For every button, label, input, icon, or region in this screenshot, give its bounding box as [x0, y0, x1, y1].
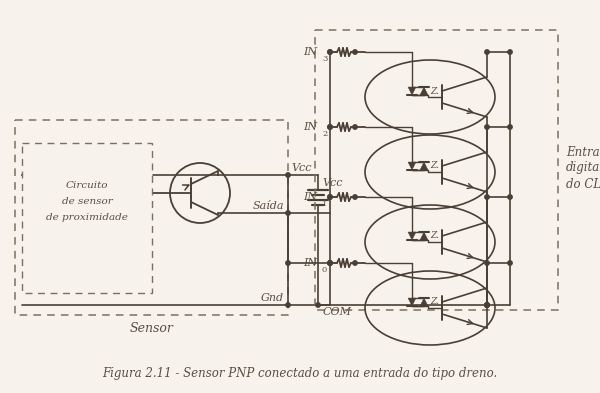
- Polygon shape: [408, 232, 416, 240]
- Text: IN: IN: [303, 192, 317, 202]
- Circle shape: [328, 195, 332, 199]
- Circle shape: [328, 50, 332, 54]
- Text: Figura 2.11 - Sensor PNP conectado a uma entrada do tipo dreno.: Figura 2.11 - Sensor PNP conectado a uma…: [103, 367, 497, 380]
- Text: Z.: Z.: [430, 86, 439, 95]
- Text: de sensor: de sensor: [62, 196, 112, 206]
- Text: Vcc: Vcc: [291, 163, 311, 173]
- Circle shape: [508, 50, 512, 54]
- Circle shape: [328, 261, 332, 265]
- Text: 0: 0: [322, 266, 327, 274]
- Circle shape: [353, 195, 357, 199]
- Circle shape: [286, 303, 290, 307]
- Circle shape: [485, 303, 489, 307]
- Circle shape: [485, 303, 489, 307]
- Text: Gnd: Gnd: [261, 293, 284, 303]
- Circle shape: [328, 261, 332, 265]
- Text: COM: COM: [323, 307, 352, 317]
- Circle shape: [328, 195, 332, 199]
- Text: Z.: Z.: [430, 298, 439, 307]
- Polygon shape: [408, 298, 416, 306]
- Circle shape: [286, 211, 290, 215]
- Text: digitais: digitais: [566, 162, 600, 174]
- Circle shape: [286, 261, 290, 265]
- Circle shape: [508, 195, 512, 199]
- Polygon shape: [420, 232, 428, 240]
- Text: 3: 3: [322, 55, 328, 63]
- Circle shape: [485, 261, 489, 265]
- Circle shape: [353, 125, 357, 129]
- Circle shape: [485, 50, 489, 54]
- Circle shape: [353, 50, 357, 54]
- Text: do CLP: do CLP: [566, 178, 600, 191]
- Text: 1: 1: [322, 200, 328, 208]
- Text: Circuito: Circuito: [66, 180, 108, 189]
- Polygon shape: [420, 87, 428, 95]
- Text: de proximidade: de proximidade: [46, 213, 128, 222]
- Polygon shape: [408, 87, 416, 95]
- Text: Z.: Z.: [430, 231, 439, 241]
- Circle shape: [485, 195, 489, 199]
- Text: Vcc: Vcc: [322, 178, 343, 188]
- Text: 2: 2: [322, 130, 327, 138]
- Circle shape: [328, 125, 332, 129]
- Text: IN: IN: [303, 47, 317, 57]
- Circle shape: [508, 261, 512, 265]
- FancyBboxPatch shape: [22, 143, 152, 293]
- Text: Z.: Z.: [430, 162, 439, 171]
- Text: IN: IN: [303, 122, 317, 132]
- Circle shape: [328, 50, 332, 54]
- Circle shape: [485, 303, 489, 307]
- Circle shape: [485, 303, 489, 307]
- Polygon shape: [408, 162, 416, 170]
- Text: IN: IN: [303, 258, 317, 268]
- Circle shape: [485, 125, 489, 129]
- Polygon shape: [420, 162, 428, 170]
- Text: Entradas: Entradas: [566, 145, 600, 158]
- Polygon shape: [420, 298, 428, 306]
- Circle shape: [353, 261, 357, 265]
- Circle shape: [286, 173, 290, 177]
- Text: Sensor: Sensor: [130, 322, 173, 335]
- Circle shape: [328, 261, 332, 265]
- Circle shape: [316, 303, 320, 307]
- Circle shape: [328, 125, 332, 129]
- Text: Saída: Saída: [253, 201, 284, 211]
- Circle shape: [508, 125, 512, 129]
